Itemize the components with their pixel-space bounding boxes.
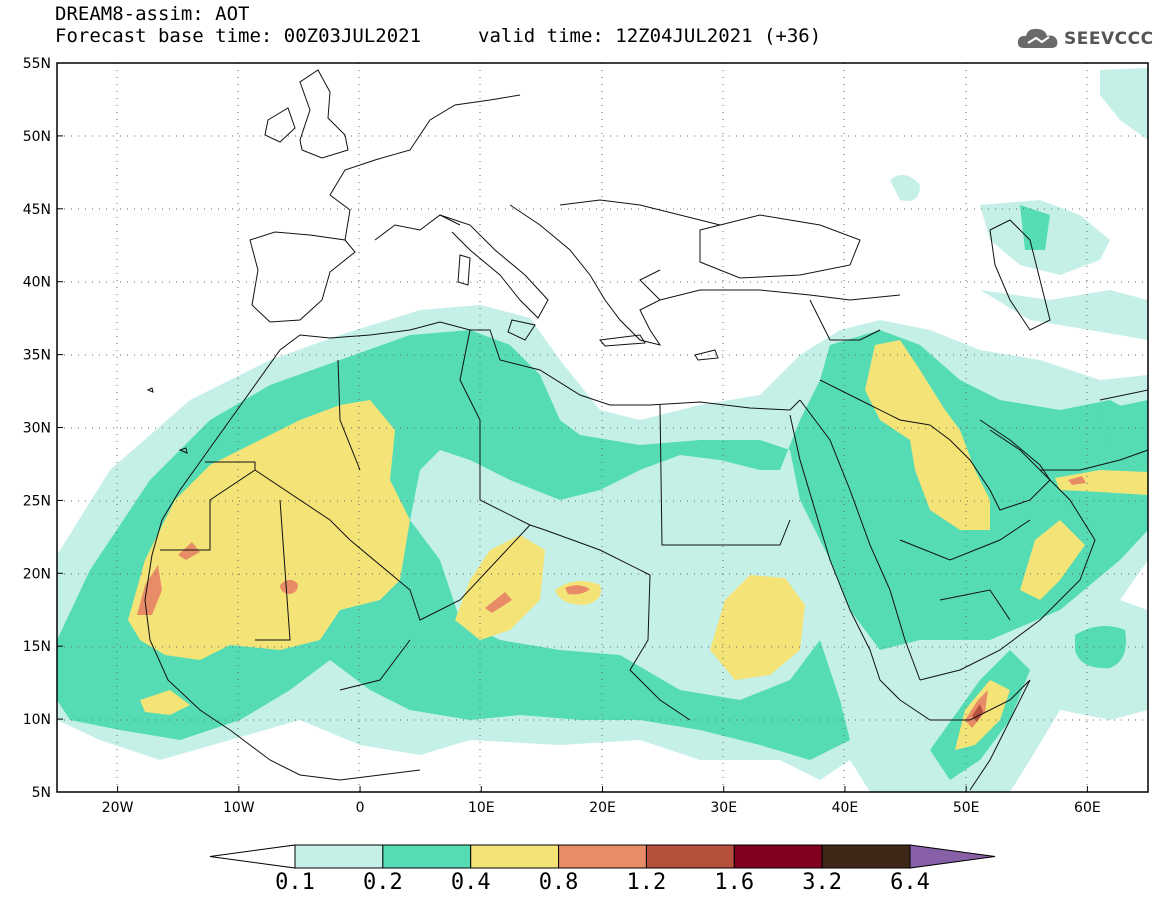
lat-label: 20N [23,566,51,582]
aot-band-0.8 [485,592,512,613]
lon-label: 10E [468,800,495,816]
lat-label: 55N [23,56,51,72]
lat-label: 30N [23,421,51,437]
aot-band-0.1 [1100,68,1148,140]
aot-band-0.8 [280,579,298,594]
lon-label: 60E [1074,800,1101,816]
aot-band-0.1 [890,175,920,201]
colorbar-segment [558,844,647,869]
lon-label: 10W [223,800,255,816]
colorbar-level-label: 0.2 [362,870,403,895]
colorbar-segment [470,844,560,869]
lat-label: 50N [23,129,51,145]
lat-label: 10N [23,712,51,728]
aot-band-0.8 [178,542,200,560]
lon-label: 50E [953,800,980,816]
colorbar-level-label: 0.4 [450,870,491,895]
lon-label: 20E [589,800,616,816]
lon-label: 40E [832,800,859,816]
colorbar-level-label: 1.6 [714,870,755,895]
colorbar-level-label: 3.2 [802,870,843,895]
lat-label: 35N [23,348,51,364]
aot-band-0.4 [865,340,990,530]
lat-label: 25N [23,493,51,509]
seevccc-logo: SEEVCCC [1016,24,1154,54]
lon-label: 30E [710,800,737,816]
aot-contours [57,68,1148,792]
aot-band-0.2 [1020,205,1050,250]
colorbar-level-label: 0.8 [538,870,579,895]
colorbar-segment [821,844,911,869]
lat-label: 45N [23,202,51,218]
aot-band-0.4 [140,690,190,715]
aot-band-0.4 [128,400,410,660]
colorbar-level-label: 1.2 [626,870,667,895]
aot-band-0.8 [1068,476,1086,485]
colorbar-high-triangle [909,844,996,869]
lon-label: 20W [102,800,134,816]
aot-band-0.1 [980,290,1148,340]
map-title: DREAM8-assim: AOT [55,3,250,25]
colorbar-segment [645,844,735,869]
logo-text: SEEVCCC [1064,29,1154,49]
colorbar [209,844,996,869]
aot-band-0.4 [710,575,805,680]
colorbar-low-triangle [209,844,296,869]
latitude-labels: 55N 50N 45N 40N 35N 30N 25N 20N 15N 10N 5N [23,56,63,801]
aot-band-0.8 [565,585,590,595]
colorbar-segment [733,844,823,869]
colorbar-segment [382,844,472,869]
colorbar-segment [294,844,384,869]
aot-band-0.8 [137,565,162,615]
aot-band-0.4 [1055,470,1148,495]
coastlines-borders [144,69,1148,791]
forecast-base-time: Forecast base time: 00Z03JUL2021 [55,25,422,47]
aot-band-0.8 [965,690,988,728]
valid-time: valid time: 12Z04JUL2021 (+36) [478,25,822,47]
aot-band-0.2 [1100,400,1148,450]
lat-label: 5N [32,785,51,801]
longitude-labels: 20W 10W 0 10E 20E 30E 40E 50E 60E [102,786,1101,816]
colorbar-level-label: 0.1 [275,870,315,895]
lon-label: 0 [356,800,365,816]
lat-label: 15N [23,639,51,655]
aot-band-0.4 [1020,520,1085,600]
cloud-icon [1017,28,1058,48]
lat-label: 40N [23,275,51,291]
aot-band-0.4 [455,535,545,640]
colorbar-level-label: 6.4 [890,870,930,895]
